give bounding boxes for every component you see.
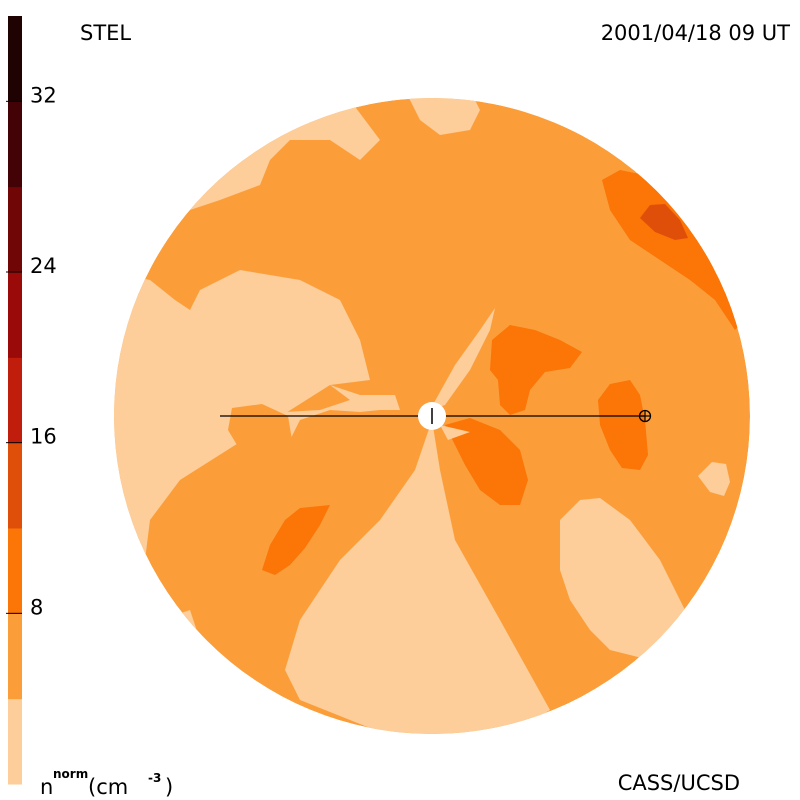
unit-superscript: norm — [53, 767, 88, 781]
contour-mid-below-center — [445, 418, 528, 505]
colorbar-segment — [8, 613, 22, 700]
contour-low-right-spot — [698, 462, 730, 496]
contour-mid-upper-right — [602, 170, 745, 330]
contour-high-upper-right — [640, 204, 688, 240]
sun-symbol — [418, 402, 446, 430]
contour-low-wedge — [430, 308, 495, 410]
unit-exponent: -3 — [148, 771, 161, 785]
unit-symbol: n — [40, 775, 53, 799]
colorbar-segment — [8, 528, 22, 614]
colorbar-segment — [8, 442, 22, 529]
contour-low-top — [400, 98, 480, 135]
earth-symbol — [638, 409, 652, 423]
unit-paren-close: ) — [165, 775, 173, 799]
colorbar-segment — [8, 101, 22, 188]
colorbar-tick-label: 24 — [30, 254, 57, 278]
colorbar-segment — [8, 698, 22, 785]
instrument-label: STEL — [80, 21, 131, 45]
contour-mid-right — [598, 380, 648, 470]
contour-mid-lower-left — [262, 505, 330, 575]
unit-label: n norm (cm -3 ) — [40, 767, 173, 799]
contour-mid-center-right — [490, 325, 582, 415]
timestamp-label: 2001/04/18 09 UT — [601, 21, 790, 45]
colorbar: 8 16 24 32 — [6, 16, 57, 785]
unit-paren-open: (cm — [88, 775, 128, 799]
contour-center-sliver — [440, 425, 470, 440]
colorbar-tick-label: 16 — [30, 425, 57, 449]
colorbar-tick-label: 32 — [30, 83, 57, 107]
colorbar-segment — [8, 186, 22, 273]
credit-label: CASS/UCSD — [618, 771, 740, 795]
colorbar-segment — [8, 272, 22, 358]
colorbar-segment — [8, 16, 22, 102]
contour-low-bottom — [285, 420, 550, 734]
colorbar-tick-label: 8 — [30, 595, 43, 619]
colorbar-segment — [8, 357, 22, 444]
